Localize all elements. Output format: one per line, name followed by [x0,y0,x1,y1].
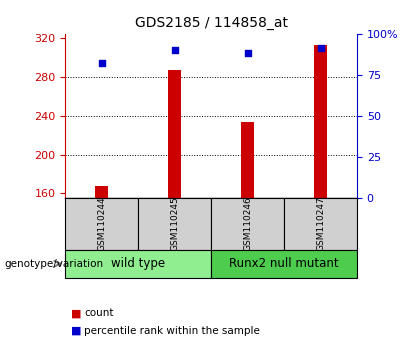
Text: genotype/variation: genotype/variation [4,259,103,269]
Bar [65,250,211,278]
Text: Runx2 null mutant: Runx2 null mutant [229,257,339,270]
Bar [211,250,357,278]
Text: GSM110244: GSM110244 [97,196,106,251]
Point [98,61,105,66]
Bar [65,198,138,250]
Text: ■: ■ [71,326,82,336]
Text: GSM110245: GSM110245 [170,196,179,251]
Point [244,51,251,56]
Point [317,46,324,51]
Bar [95,185,108,198]
Bar [211,198,284,250]
Text: count: count [84,308,113,318]
Text: ■: ■ [71,308,82,318]
Bar [168,70,181,198]
Text: GSM110247: GSM110247 [316,196,325,251]
Bar [284,198,357,250]
Bar [138,198,211,250]
Text: percentile rank within the sample: percentile rank within the sample [84,326,260,336]
Text: GSM110246: GSM110246 [243,196,252,251]
Title: GDS2185 / 114858_at: GDS2185 / 114858_at [134,16,288,30]
Text: wild type: wild type [111,257,165,270]
Bar [241,122,254,198]
Bar [314,45,327,198]
Point [171,47,178,53]
